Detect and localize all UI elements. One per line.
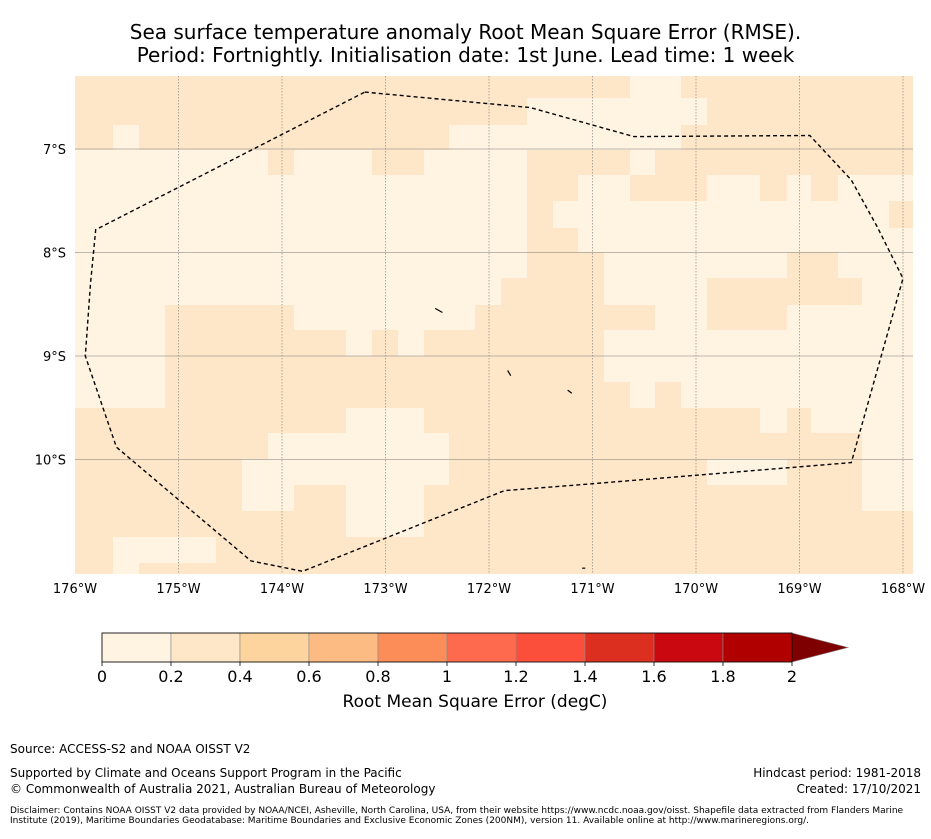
source-text: Source: ACCESS-S2 and NOAA OISST V2 [10,742,251,756]
rmse-region-low-east-lower [707,459,787,485]
colorbar-segment [377,632,448,663]
rmse-region-low-nw [113,125,139,150]
colorbar-segment [101,632,172,663]
colorbar-segment [308,632,379,663]
islands [434,307,586,569]
longitude-tick-label: 172°W [467,582,511,597]
rmse-region-low-south [242,408,449,537]
colorbar-extend-arrow [791,632,850,663]
longitude-tick-label: 168°W [881,582,925,597]
latitude-tick-label: 10°S [35,454,66,469]
latitude-tick-labels: 7°S 8°S 9°S 10°S [35,143,66,469]
colorbar-segment [722,632,793,663]
longitude-tick-label: 170°W [674,582,718,597]
colorbar-tick-label: 0.2 [158,667,184,686]
longitude-tick-label: 169°W [777,582,821,597]
chart-title-line-2: Period: Fortnightly. Initialisation date… [136,43,795,67]
rmse-region-low-east-notch [707,278,862,330]
colorbar-tick-label: 0.8 [365,667,391,686]
disclaimer-text: Disclaimer: Contains NOAA OISST V2 data … [10,806,904,826]
island-outline [567,389,573,394]
longitude-tick-label: 176°W [53,582,97,597]
colorbar-tick-label: 1.8 [710,667,736,686]
latitude-tick-label: 8°S [43,247,66,262]
eez-boundary [84,91,904,573]
colorbar-tick-label: 1.6 [641,667,667,686]
colorbar-segment [653,632,724,663]
supported-text: Supported by Climate and Oceans Support … [10,766,402,780]
island-outline [434,307,443,314]
hindcast-text: Hindcast period: 1981-2018 [753,766,921,780]
colorbar-segment [515,632,586,663]
colorbar-tick-label: 0.6 [296,667,322,686]
island-outline [507,370,512,376]
chart-title-line-1: Sea surface temperature anomaly Root Mea… [129,20,802,44]
colorbar-tick-label: 0.4 [227,667,253,686]
rmse-field [75,76,913,574]
graticule [75,76,913,574]
colorbar-tick-label: 0 [96,667,108,686]
colorbar [101,632,850,666]
colorbar-segment [446,632,517,663]
colorbar-tick-label: 1.4 [572,667,598,686]
colorbar-title: Root Mean Square Error (degC) [342,692,608,712]
rmse-region-low-southwest [113,537,216,574]
rmse-region-low-east-band [787,252,838,278]
longitude-tick-label: 173°W [363,582,407,597]
longitude-tick-label: 174°W [260,582,304,597]
colorbar-segment [170,632,241,663]
colorbar-tick-label: 1.2 [503,667,529,686]
longitude-tick-labels: 176°W 175°W 174°W 173°W 172°W 171°W 170°W 169°W… [53,582,925,597]
latitude-tick-label: 7°S [43,143,66,158]
latitude-tick-label: 9°S [43,350,66,365]
copyright-text: © Commonwealth of Australia 2021, Austra… [10,782,436,796]
colorbar-segment [239,632,310,663]
colorbar-segment [584,632,655,663]
colorbar-tick-label: 2 [786,667,798,686]
created-text: Created: 17/10/2021 [796,782,921,796]
rmse-region-low-north [75,76,913,511]
map-plot-area: 176°W 175°W 174°W 173°W 172°W 171°W 170°W 169°W… [35,76,925,597]
colorbar-tick-label: 1 [441,667,453,686]
longitude-tick-label: 175°W [156,582,200,597]
longitude-tick-label: 171°W [570,582,614,597]
